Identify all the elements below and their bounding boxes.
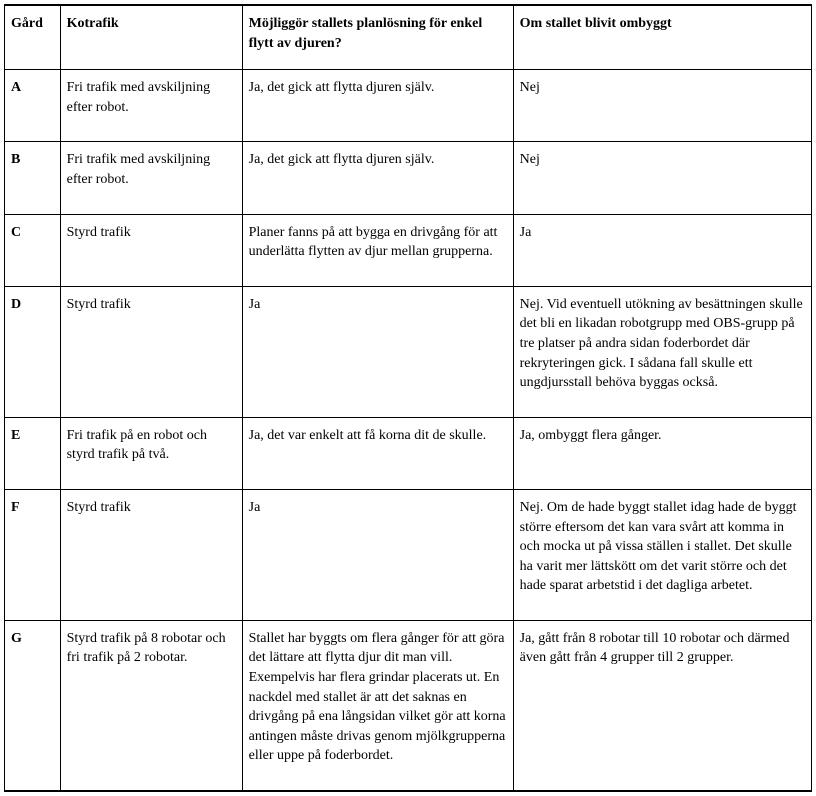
column-header-gard: Gård: [5, 5, 61, 70]
table-header-row: Gård Kotrafik Möjliggör stallets planlös…: [5, 5, 812, 70]
table-row: FStyrd trafikJaNej. Om de hade byggt sta…: [5, 489, 812, 620]
table-body: AFri trafik med avskiljning efter robot.…: [5, 70, 812, 791]
cell-gard: A: [5, 70, 61, 142]
data-table: Gård Kotrafik Möjliggör stallets planlös…: [4, 4, 812, 792]
cell-gard: F: [5, 489, 61, 620]
table-row: DStyrd trafikJaNej. Vid eventuell utökni…: [5, 286, 812, 417]
cell-omstallet: Nej: [513, 70, 811, 142]
cell-mojliggor: Ja: [242, 489, 513, 620]
cell-gard: B: [5, 142, 61, 214]
table-row: AFri trafik med avskiljning efter robot.…: [5, 70, 812, 142]
column-header-kotrafik: Kotrafik: [60, 5, 242, 70]
cell-gard: C: [5, 214, 61, 286]
cell-omstallet: Ja, gått från 8 robotar till 10 robotar …: [513, 620, 811, 791]
cell-omstallet: Nej: [513, 142, 811, 214]
cell-omstallet: Nej. Vid eventuell utökning av besättnin…: [513, 286, 811, 417]
cell-kotrafik: Styrd trafik: [60, 286, 242, 417]
table-row: BFri trafik med avskiljning efter robot.…: [5, 142, 812, 214]
cell-mojliggor: Ja, det var enkelt att få korna dit de s…: [242, 417, 513, 489]
cell-mojliggor: Stallet har byggts om flera gånger för a…: [242, 620, 513, 791]
cell-kotrafik: Fri trafik på en robot och styrd trafik …: [60, 417, 242, 489]
cell-mojliggor: Planer fanns på att bygga en drivgång fö…: [242, 214, 513, 286]
cell-mojliggor: Ja: [242, 286, 513, 417]
cell-mojliggor: Ja, det gick att flytta djuren själv.: [242, 142, 513, 214]
cell-kotrafik: Fri trafik med avskiljning efter robot.: [60, 142, 242, 214]
cell-omstallet: Ja, ombyggt flera gånger.: [513, 417, 811, 489]
cell-mojliggor: Ja, det gick att flytta djuren själv.: [242, 70, 513, 142]
column-header-mojliggor: Möjliggör stallets planlösning för enkel…: [242, 5, 513, 70]
cell-omstallet: Nej. Om de hade byggt stallet idag hade …: [513, 489, 811, 620]
cell-kotrafik: Styrd trafik: [60, 489, 242, 620]
cell-kotrafik: Styrd trafik: [60, 214, 242, 286]
table-row: CStyrd trafikPlaner fanns på att bygga e…: [5, 214, 812, 286]
cell-gard: E: [5, 417, 61, 489]
column-header-omstallet: Om stallet blivit ombyggt: [513, 5, 811, 70]
cell-kotrafik: Styrd trafik på 8 robotar och fri trafik…: [60, 620, 242, 791]
cell-gard: D: [5, 286, 61, 417]
cell-kotrafik: Fri trafik med avskiljning efter robot.: [60, 70, 242, 142]
cell-omstallet: Ja: [513, 214, 811, 286]
table-row: EFri trafik på en robot och styrd trafik…: [5, 417, 812, 489]
cell-gard: G: [5, 620, 61, 791]
table-row: GStyrd trafik på 8 robotar och fri trafi…: [5, 620, 812, 791]
